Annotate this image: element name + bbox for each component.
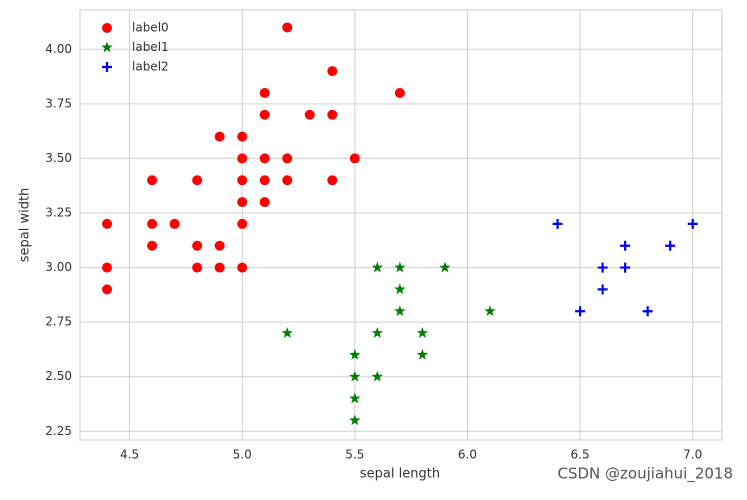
point	[147, 175, 158, 186]
point	[371, 261, 384, 273]
y-axis-label: sepal width	[18, 188, 33, 263]
y-tick-label: 3.00	[45, 260, 72, 274]
y-tick-label: 2.75	[45, 315, 72, 329]
point	[102, 262, 113, 273]
point	[687, 218, 698, 229]
y-tick-label: 3.25	[45, 205, 72, 219]
point	[214, 240, 225, 251]
point	[192, 240, 203, 251]
point	[552, 218, 563, 229]
legend-label: label0	[132, 21, 169, 35]
point	[484, 305, 496, 317]
y-tick-label: 4.00	[45, 42, 72, 56]
x-tick-label: 4.5	[120, 448, 139, 462]
point	[259, 175, 270, 186]
y-tick-label: 3.75	[45, 96, 72, 110]
point	[327, 109, 338, 120]
point	[282, 22, 293, 33]
point	[665, 240, 676, 251]
point	[597, 262, 608, 273]
point	[214, 131, 225, 142]
point	[394, 87, 405, 98]
x-tick-label: 5.0	[233, 448, 252, 462]
point	[620, 262, 631, 273]
point	[192, 175, 203, 186]
point	[237, 262, 248, 273]
point	[147, 240, 158, 251]
point	[349, 414, 361, 426]
point	[282, 175, 293, 186]
point	[439, 261, 451, 273]
point	[237, 218, 248, 229]
legend-label: label1	[132, 40, 169, 54]
x-axis-label: sepal length	[360, 467, 440, 482]
point	[192, 262, 203, 273]
y-tick-label: 2.25	[45, 424, 72, 438]
point	[102, 284, 113, 295]
legend-marker	[102, 62, 112, 72]
y-tick-label: 3.50	[45, 151, 72, 165]
plot-area	[79, 9, 723, 441]
point	[642, 306, 653, 317]
legend-marker	[102, 23, 112, 33]
point	[349, 370, 361, 382]
x-tick-label: 6.0	[458, 448, 477, 462]
point	[416, 348, 429, 360]
point	[304, 109, 315, 120]
point	[371, 370, 384, 382]
y-tick-label: 2.50	[45, 369, 72, 383]
point	[282, 153, 293, 164]
point	[620, 240, 631, 251]
point	[237, 175, 248, 186]
watermark: CSDN @zoujiahui_2018	[558, 465, 733, 484]
point	[327, 175, 338, 186]
point	[147, 218, 158, 229]
point	[169, 218, 180, 229]
point	[327, 66, 338, 77]
point	[214, 262, 225, 273]
point	[597, 284, 608, 295]
point	[371, 327, 384, 338]
x-tick-label: 7.0	[683, 448, 702, 462]
legend-label: label2	[132, 60, 169, 74]
point	[237, 197, 248, 208]
point	[394, 283, 406, 295]
point	[237, 131, 248, 142]
point	[575, 306, 586, 317]
point	[102, 218, 113, 229]
point	[416, 327, 429, 338]
point	[349, 153, 360, 164]
point	[349, 392, 361, 404]
point	[394, 305, 406, 317]
point	[259, 87, 270, 98]
point	[259, 153, 270, 164]
point	[349, 348, 361, 360]
point	[259, 197, 270, 208]
point	[237, 153, 248, 164]
x-tick-label: 5.5	[345, 448, 364, 462]
legend-marker	[101, 41, 113, 53]
point	[394, 261, 406, 273]
x-tick-label: 6.5	[571, 448, 590, 462]
point	[281, 327, 293, 338]
point	[259, 109, 270, 120]
